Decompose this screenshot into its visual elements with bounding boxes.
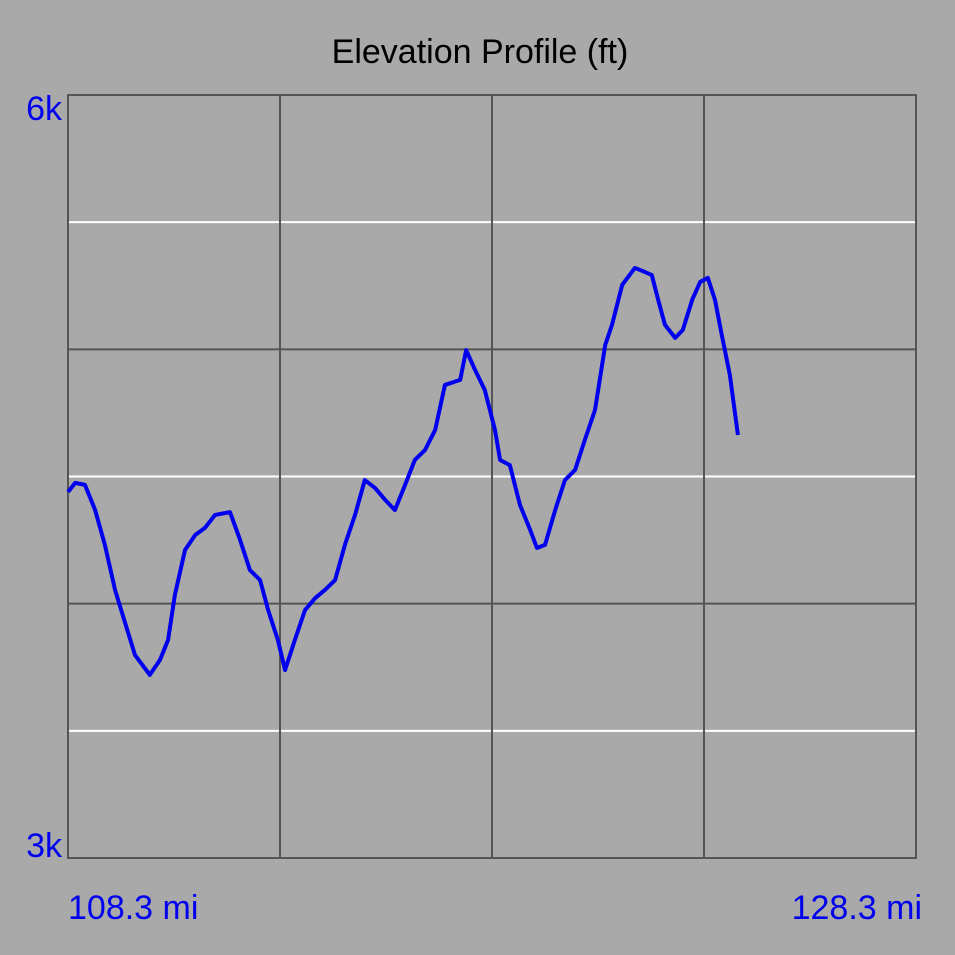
plot-frame [67,94,917,859]
y-tick-label: 3k [26,827,63,865]
x-tick-label: 108.3 mi [68,889,198,927]
x-tick-label: 128.3 mi [792,889,922,927]
elevation-line [66,265,740,677]
chart-title: Elevation Profile (ft) [332,33,629,71]
y-tick-label: 6k [26,90,63,128]
